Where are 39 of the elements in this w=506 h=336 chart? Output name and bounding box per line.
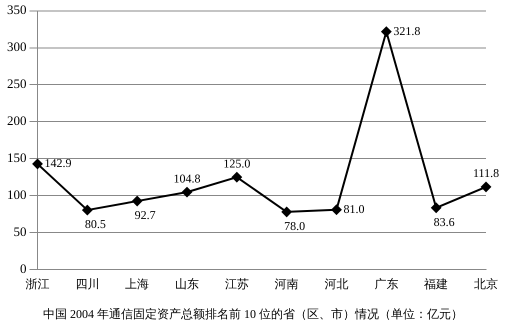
data-label: 78.0: [284, 219, 306, 234]
data-label: 83.6: [434, 214, 455, 229]
point: [182, 187, 192, 198]
data-label: 111.8: [472, 166, 500, 180]
x-tick-label: 上海: [125, 276, 150, 291]
y-tick-label: 250: [7, 76, 26, 92]
x-tick-label: 江苏: [224, 276, 249, 291]
x-tick-label: 浙江: [26, 276, 50, 291]
x-tick-label: 河北: [324, 276, 348, 291]
data-label: 81.0: [344, 202, 364, 216]
point: [332, 204, 342, 215]
y-tick-label: 50: [14, 224, 26, 240]
x-tick-label: 四川: [75, 276, 100, 291]
x-tick-label: 北京: [474, 276, 498, 291]
point: [481, 182, 491, 192]
data-label: 125.0: [223, 156, 250, 170]
data-label: 321.8: [393, 24, 420, 38]
y-tick-label: 300: [7, 39, 26, 54]
y-tick-label: 350: [7, 2, 26, 18]
point: [232, 172, 242, 182]
data-label: 92.7: [134, 208, 156, 222]
x-tick-label: 福建: [424, 276, 448, 291]
text: 中国 2004 年通信固定资产总额排名前 10 位的省（区、市）情况（单位：亿元）: [42, 306, 464, 323]
point: [431, 202, 442, 213]
point: [282, 206, 292, 217]
data-label: 142.9: [44, 156, 72, 170]
point: [82, 205, 92, 216]
y-tick-label: 0: [20, 261, 26, 276]
x-tick-label: 山东: [175, 276, 199, 291]
x-tick-label: 广东: [374, 276, 398, 291]
point: [32, 158, 42, 169]
y-tick-label: 100: [7, 187, 26, 202]
point: [132, 196, 142, 206]
x-tick-label: 河南: [274, 276, 299, 291]
y-tick-label: 200: [7, 113, 26, 128]
point: [381, 26, 392, 37]
data-label: 80.5: [84, 217, 106, 232]
data-label: 104.8: [174, 171, 200, 186]
y-tick-label: 150: [7, 150, 26, 166]
